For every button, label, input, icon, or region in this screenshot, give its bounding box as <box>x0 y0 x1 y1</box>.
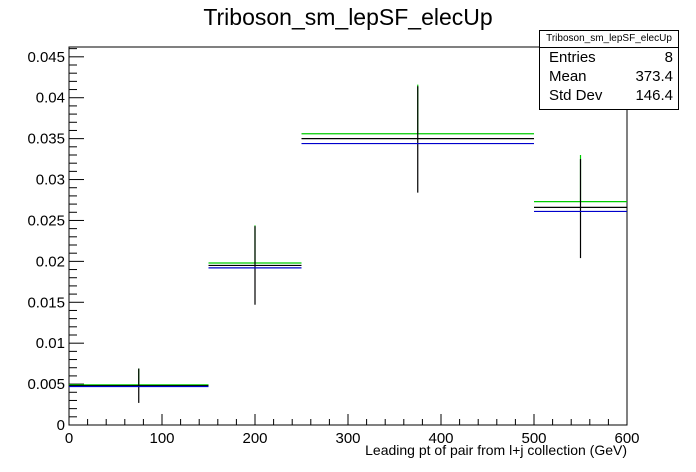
stats-entries-value: 8 <box>664 49 673 66</box>
y-tick-label: 0.03 <box>36 172 65 189</box>
y-tick-label: 0.045 <box>27 49 65 66</box>
y-tick-label: 0.02 <box>36 253 65 270</box>
x-tick-label: 200 <box>242 430 267 447</box>
y-tick-label: 0.04 <box>36 90 65 107</box>
chart-title: Triboson_sm_lepSF_elecUp <box>203 4 493 30</box>
y-tick-label: 0.01 <box>36 335 65 352</box>
y-tick-label: 0.005 <box>27 376 65 393</box>
stats-stddev-label: Std Dev <box>549 87 603 104</box>
stats-mean-value: 373.4 <box>635 68 673 85</box>
stats-entries-row: Entries 8 <box>540 48 678 67</box>
y-tick-label: 0 <box>57 417 65 434</box>
x-tick-label: 500 <box>521 430 546 447</box>
stats-stddev-value: 146.4 <box>635 87 673 104</box>
stats-box: Triboson_sm_lepSF_elecUp Entries 8 Mean … <box>539 30 679 110</box>
stats-stddev-row: Std Dev 146.4 <box>540 86 678 105</box>
x-tick-label: 100 <box>149 430 174 447</box>
y-tick-label: 0.025 <box>27 212 65 229</box>
y-tick-label: 0.035 <box>27 131 65 148</box>
x-tick-label: 600 <box>614 430 639 447</box>
stats-mean-label: Mean <box>549 68 587 85</box>
y-tick-label: 0.015 <box>27 294 65 311</box>
stats-box-title: Triboson_sm_lepSF_elecUp <box>540 31 678 48</box>
stats-entries-label: Entries <box>549 49 596 66</box>
stats-mean-row: Mean 373.4 <box>540 67 678 86</box>
x-tick-label: 300 <box>335 430 360 447</box>
x-tick-label: 0 <box>65 430 73 447</box>
x-tick-label: 400 <box>428 430 453 447</box>
x-axis-label: Leading pt of pair from l+j collection (… <box>365 442 627 458</box>
